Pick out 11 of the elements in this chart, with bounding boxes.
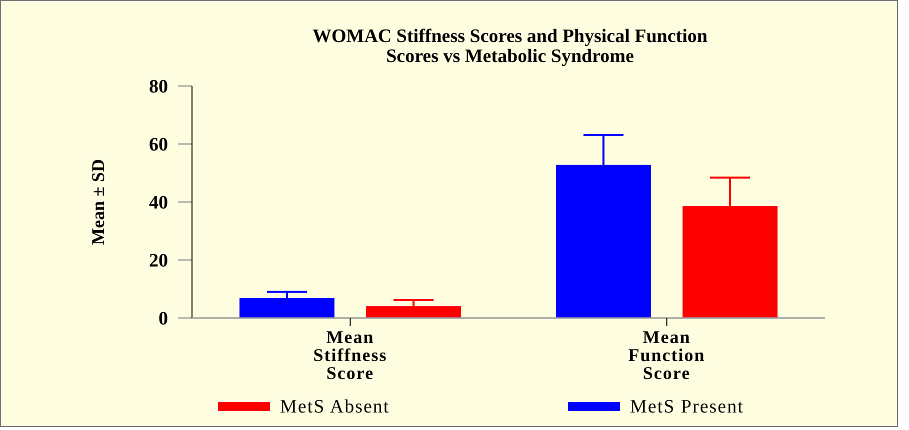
y-tick-label: 80 bbox=[149, 76, 168, 98]
y-tick-label: 40 bbox=[149, 192, 168, 214]
y-tick-label: 60 bbox=[149, 134, 168, 156]
y-tick-label: 0 bbox=[158, 308, 168, 330]
y-axis-title: Mean ± SD bbox=[88, 159, 108, 245]
y-tick-label: 20 bbox=[149, 250, 168, 272]
legend-label: MetS Present bbox=[630, 396, 744, 418]
x-tick-label: Mean Function Score bbox=[628, 327, 706, 383]
legend-label: MetS Absent bbox=[280, 396, 390, 418]
x-tick-label: Mean Stiffness Score bbox=[313, 327, 388, 383]
chart-title: WOMAC Stiffness Scores and Physical Function Scores vs Metabolic Syndrome bbox=[312, 26, 708, 67]
